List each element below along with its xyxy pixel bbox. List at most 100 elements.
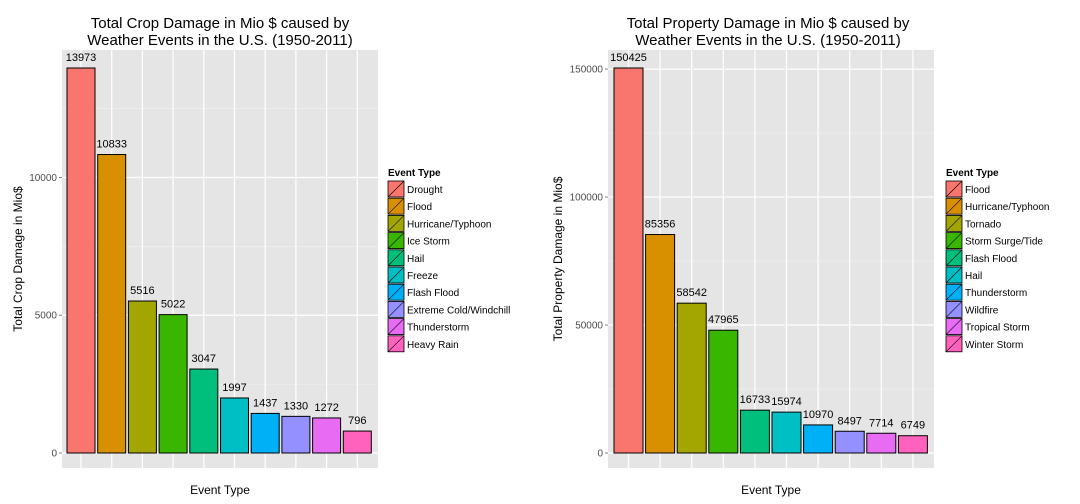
legend-label: Thunderstorm xyxy=(407,323,469,334)
data-label: 85356 xyxy=(645,219,676,231)
bar-flash-flood xyxy=(250,412,280,454)
bar-extreme-cold-windchill xyxy=(281,415,311,454)
bar-wildfire xyxy=(834,430,865,454)
data-label: 1330 xyxy=(284,400,308,412)
legend-key-slash xyxy=(387,232,405,249)
legend-key-slash xyxy=(945,301,963,318)
legend-label: Freeze xyxy=(407,271,439,282)
legend-key-slash xyxy=(387,215,405,232)
legend-key-slash xyxy=(387,335,405,353)
chart-title-line-2: Weather Events in the U.S. (1950-2011) xyxy=(87,32,352,49)
bar-tropical-storm xyxy=(866,432,897,454)
bar-hail xyxy=(771,411,802,454)
bar-hurricane-typhoon xyxy=(645,234,676,454)
bar-flash-flood xyxy=(739,409,770,454)
legend-label: Flash Flood xyxy=(965,254,1017,265)
legend-title: Event Type xyxy=(388,168,441,179)
data-label: 58542 xyxy=(676,287,707,299)
legend-key-slash xyxy=(945,180,963,198)
y-tick-label: 100000 xyxy=(570,193,604,204)
legend-key-slash xyxy=(945,197,963,215)
legend-key-slash xyxy=(945,215,963,232)
data-label: 6749 xyxy=(901,420,925,432)
legend-label: Thunderstorm xyxy=(965,288,1027,299)
bar-heavy-rain xyxy=(342,430,372,454)
data-label: 10833 xyxy=(96,139,127,151)
data-label: 1272 xyxy=(314,402,338,414)
data-label: 7714 xyxy=(869,417,893,429)
legend-label: Tropical Storm xyxy=(965,323,1030,334)
x-axis-title: Event Type xyxy=(190,483,250,497)
legend-label: Flood xyxy=(965,185,990,196)
legend-key-slash xyxy=(945,249,963,267)
legend-key-slash xyxy=(387,318,405,335)
y-tick-label: 0 xyxy=(597,449,603,460)
bar-storm-surge-tide xyxy=(708,329,739,454)
bar-thunderstorm xyxy=(312,417,342,454)
bar-ice-storm xyxy=(158,314,188,454)
bar-thunderstorm xyxy=(803,424,834,454)
data-label: 13973 xyxy=(66,52,97,64)
chart-title-line-2: Weather Events in the U.S. (1950-2011) xyxy=(635,32,900,49)
legend-label: Flash Flood xyxy=(407,288,459,299)
chart-2: 150425 85356 58542 47965 16733 15974109708497… xyxy=(551,15,1050,497)
legend-key-slash xyxy=(387,283,405,301)
y-tick-label: 5000 xyxy=(35,311,58,322)
legend-label: Drought xyxy=(407,185,443,196)
bar-winter-storm xyxy=(897,435,928,454)
legend-label: Extreme Cold/Windchill xyxy=(407,305,510,316)
data-label: 15974 xyxy=(771,396,802,408)
bar-hail xyxy=(189,368,219,454)
legend-key-slash xyxy=(387,197,405,215)
legend-label: Heavy Rain xyxy=(407,340,459,351)
data-label: 1437 xyxy=(253,397,277,409)
data-label: 150425 xyxy=(610,52,647,64)
legend-title: Event Type xyxy=(946,168,999,179)
data-label: 5516 xyxy=(130,285,154,297)
legend-label: Flood xyxy=(407,202,432,213)
bar-hurricane-typhoon xyxy=(127,300,157,454)
legend-label: Hail xyxy=(407,254,424,265)
y-tick-label: 50000 xyxy=(575,321,603,332)
data-label: 1997 xyxy=(222,382,246,394)
data-label: 3047 xyxy=(192,353,216,365)
legend: Event Type Drought Flood Hurricane/Typhoon I… xyxy=(387,168,510,353)
legend-label: Storm Surge/Tide xyxy=(965,237,1043,248)
legend-key-slash xyxy=(945,283,963,301)
y-axis-title: Total Crop Damage in Mio$ xyxy=(11,186,25,332)
y-tick-label: 0 xyxy=(51,449,57,460)
legend-label: Hurricane/Typhoon xyxy=(407,219,492,230)
legend-key-slash xyxy=(387,180,405,198)
legend-label: Hurricane/Typhoon xyxy=(965,202,1050,213)
legend-key-slash xyxy=(945,318,963,335)
legend-label: Hail xyxy=(965,271,982,282)
data-label: 796 xyxy=(348,415,366,427)
bar-tornado xyxy=(676,302,707,454)
legend: Event Type Flood Hurricane/Typhoon Tornado S… xyxy=(945,168,1050,353)
chart-title-line-1: Total Property Damage in Mio $ caused by xyxy=(627,15,910,32)
legend-key-slash xyxy=(387,266,405,284)
legend-key-slash xyxy=(387,249,405,267)
legend-label: Tornado xyxy=(965,219,1002,230)
legend-label: Ice Storm xyxy=(407,237,450,248)
bar-drought xyxy=(66,67,96,454)
legend-label: Wildfire xyxy=(965,305,999,316)
data-label: 5022 xyxy=(161,299,185,311)
legend-label: Winter Storm xyxy=(965,340,1023,351)
legend-key-slash xyxy=(945,266,963,284)
y-tick-label: 10000 xyxy=(29,173,57,184)
y-tick-label: 150000 xyxy=(570,65,604,76)
chart-title-line-1: Total Crop Damage in Mio $ caused by xyxy=(91,15,350,32)
data-label: 8497 xyxy=(837,415,861,427)
data-label: 16733 xyxy=(740,394,771,406)
y-axis-title: Total Property Damage in Mio$ xyxy=(551,176,565,341)
legend-key-slash xyxy=(945,232,963,249)
data-label: 47965 xyxy=(708,314,739,326)
data-label: 10970 xyxy=(803,409,834,421)
legend-key-slash xyxy=(945,335,963,353)
chart-1: 13973 10833 5516 5022 3047 1997 1437 1330 1272 79… xyxy=(11,15,510,497)
x-axis-title: Event Type xyxy=(741,483,801,497)
bar-flood xyxy=(97,154,127,454)
bar-freeze xyxy=(220,397,249,454)
